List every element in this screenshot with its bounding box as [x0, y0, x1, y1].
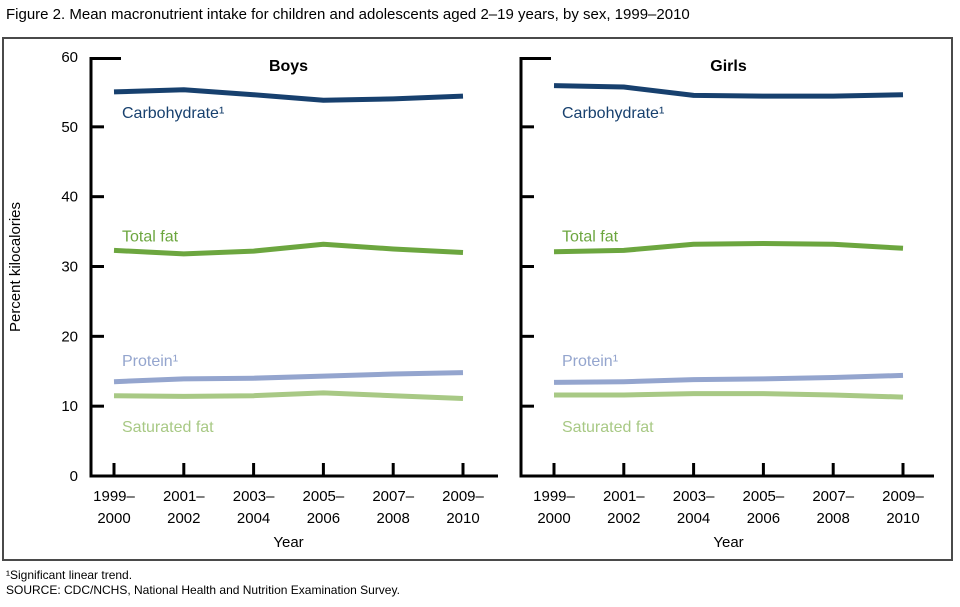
- x-tick-label-line2: 2008: [817, 510, 850, 527]
- x-tick-label-line2: 2006: [307, 510, 340, 527]
- x-tick-label-line2: 2000: [97, 510, 130, 527]
- x-tick-label-line2: 2006: [747, 510, 780, 527]
- series-label-total-fat: Total fat: [122, 228, 179, 245]
- x-tick-label-line1: 2007–: [372, 488, 414, 505]
- series-label-carbohydrate: Carbohydrate¹: [122, 105, 224, 122]
- series-label-protein: Protein¹: [562, 353, 618, 370]
- series-label-protein: Protein¹: [122, 353, 178, 370]
- x-tick-label-line2: 2010: [886, 510, 919, 527]
- x-tick-label-line1: 2007–: [812, 488, 854, 505]
- chart-container: 0 10 20 30 40 50 60 Percent kilocalories Boys 199…: [2, 37, 953, 561]
- series-label-carbohydrate: Carbohydrate¹: [562, 105, 664, 122]
- x-tick-label-line2: 2002: [167, 510, 200, 527]
- x-tick-label-line1: 2003–: [673, 488, 715, 505]
- series-label-saturated-fat: Saturated fat: [122, 419, 214, 436]
- series-line-carbohydrate: [113, 87, 464, 103]
- x-tick-label-line2: 2004: [237, 510, 270, 527]
- y-tick-label: 20: [61, 328, 78, 345]
- x-tick-label-line1: 2003–: [233, 488, 275, 505]
- panel-title: Boys: [269, 58, 308, 75]
- x-tick-label-line2: 2002: [607, 510, 640, 527]
- series-line-protein: [113, 370, 464, 385]
- series-line-carbohydrate: [553, 83, 904, 99]
- series-line-total-fat: [113, 241, 464, 257]
- x-tick-label-line1: 2005–: [303, 488, 345, 505]
- series-line-saturated-fat: [554, 391, 904, 400]
- series-label-saturated-fat: Saturated fat: [562, 419, 654, 436]
- footnotes: ¹Significant linear trend. SOURCE: CDC/N…: [6, 568, 960, 598]
- y-tick-label: 10: [61, 398, 78, 415]
- series-line-saturated-fat: [113, 390, 464, 401]
- x-tick-label-line1: 2009–: [882, 488, 924, 505]
- x-tick-label-line2: 2004: [677, 510, 710, 527]
- series-line-protein: [553, 372, 904, 385]
- macronutrient-line-chart: 0 10 20 30 40 50 60 Percent kilocalories Boys 199…: [7, 49, 934, 551]
- footnote-source: SOURCE: CDC/NCHS, National Health and Nu…: [6, 583, 400, 597]
- series-line-total-fat: [553, 241, 904, 255]
- y-tick-label: 40: [61, 189, 78, 206]
- y-tick-label: 50: [61, 119, 78, 136]
- y-axis-title: Percent kilocalories: [7, 202, 24, 332]
- figure-title: Figure 2. Mean macronutrient intake for …: [6, 6, 690, 23]
- x-tick-label-line2: 2010: [446, 510, 479, 527]
- footnote-significant-trend: ¹Significant linear trend.: [6, 568, 133, 582]
- x-tick-label-line1: 2005–: [743, 488, 785, 505]
- x-tick-label-line2: 2000: [537, 510, 570, 527]
- x-tick-label-line1: 2001–: [603, 488, 645, 505]
- series-label-total-fat: Total fat: [562, 228, 619, 245]
- y-tick-label: 60: [61, 49, 78, 66]
- panel-title: Girls: [710, 58, 747, 75]
- panel-boys: Boys 1999– 2000 2001– 2002 2003– 2004 2005– 2006…: [89, 57, 498, 551]
- y-tick-label: 30: [61, 259, 78, 276]
- x-tick-label-line2: 2008: [377, 510, 410, 527]
- x-axis-title: Year: [713, 534, 743, 551]
- x-tick-label-line1: 2001–: [163, 488, 205, 505]
- x-tick-label-line1: 1999–: [533, 488, 575, 505]
- y-tick-label: 0: [70, 468, 78, 485]
- panel-girls: Girls 1999– 2000 2001– 2002 2003– 2004 2005– 200…: [519, 57, 934, 551]
- x-tick-label-line1: 1999–: [93, 488, 135, 505]
- x-tick-label-line1: 2009–: [442, 488, 484, 505]
- x-axis-title: Year: [273, 534, 303, 551]
